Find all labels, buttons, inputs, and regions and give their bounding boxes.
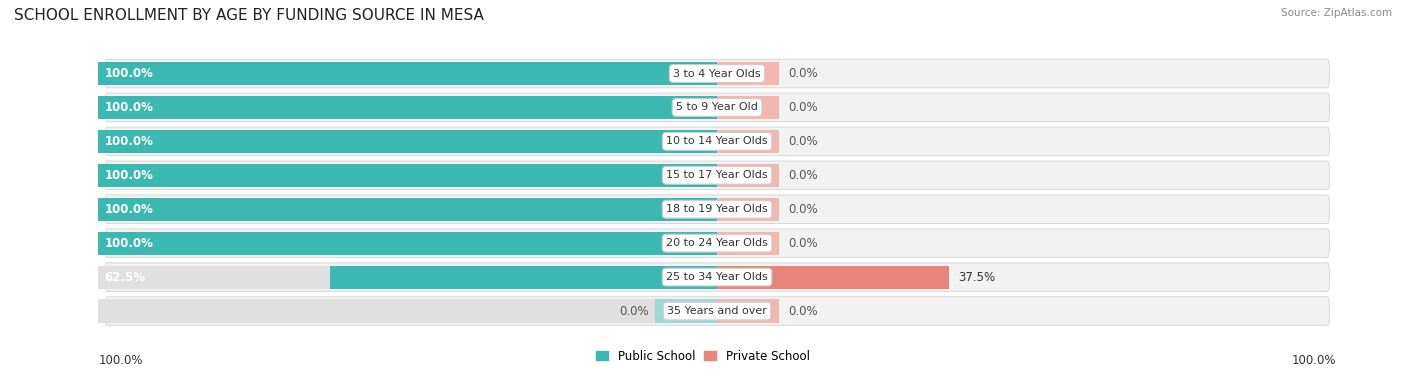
Text: 100.0%: 100.0% <box>104 135 153 148</box>
Bar <box>655 299 717 323</box>
Bar <box>717 198 779 221</box>
FancyBboxPatch shape <box>104 229 1330 257</box>
Bar <box>717 231 779 255</box>
Text: 100.0%: 100.0% <box>98 354 143 367</box>
Bar <box>98 299 717 323</box>
Text: 100.0%: 100.0% <box>104 237 153 250</box>
Text: 100.0%: 100.0% <box>104 203 153 216</box>
FancyBboxPatch shape <box>104 59 1330 88</box>
Text: 0.0%: 0.0% <box>789 203 818 216</box>
FancyBboxPatch shape <box>104 263 1330 291</box>
Text: 100.0%: 100.0% <box>104 169 153 182</box>
Bar <box>717 198 779 221</box>
Text: 20 to 24 Year Olds: 20 to 24 Year Olds <box>666 238 768 248</box>
Bar <box>717 96 779 119</box>
Bar <box>98 231 717 255</box>
Text: 5 to 9 Year Old: 5 to 9 Year Old <box>676 103 758 112</box>
Text: 0.0%: 0.0% <box>789 135 818 148</box>
FancyBboxPatch shape <box>104 161 1330 190</box>
Bar <box>98 164 717 187</box>
Bar <box>98 62 717 85</box>
Bar <box>330 265 717 289</box>
FancyBboxPatch shape <box>104 297 1330 325</box>
Bar <box>98 130 717 153</box>
Bar <box>717 130 779 153</box>
Text: 100.0%: 100.0% <box>104 67 153 80</box>
Bar <box>717 299 779 323</box>
Bar <box>717 265 779 289</box>
Text: 15 to 17 Year Olds: 15 to 17 Year Olds <box>666 170 768 180</box>
Text: 100.0%: 100.0% <box>1291 354 1336 367</box>
Bar <box>717 62 779 85</box>
Text: 25 to 34 Year Olds: 25 to 34 Year Olds <box>666 272 768 282</box>
Bar <box>98 130 717 153</box>
Text: Source: ZipAtlas.com: Source: ZipAtlas.com <box>1281 8 1392 18</box>
Text: 0.0%: 0.0% <box>789 169 818 182</box>
Text: 0.0%: 0.0% <box>789 305 818 317</box>
Bar <box>98 265 717 289</box>
Bar <box>717 231 779 255</box>
Text: 0.0%: 0.0% <box>789 101 818 114</box>
Text: 10 to 14 Year Olds: 10 to 14 Year Olds <box>666 136 768 146</box>
Bar <box>98 96 717 119</box>
FancyBboxPatch shape <box>104 127 1330 156</box>
FancyBboxPatch shape <box>104 195 1330 224</box>
Bar <box>717 299 779 323</box>
Text: 3 to 4 Year Olds: 3 to 4 Year Olds <box>673 69 761 78</box>
Bar <box>98 198 717 221</box>
Bar <box>98 198 717 221</box>
Bar <box>98 231 717 255</box>
Bar <box>98 62 717 85</box>
Text: 0.0%: 0.0% <box>789 67 818 80</box>
Text: 100.0%: 100.0% <box>104 101 153 114</box>
Bar <box>717 96 779 119</box>
Bar <box>717 62 779 85</box>
Text: 0.0%: 0.0% <box>620 305 650 317</box>
Text: 18 to 19 Year Olds: 18 to 19 Year Olds <box>666 204 768 214</box>
Text: SCHOOL ENROLLMENT BY AGE BY FUNDING SOURCE IN MESA: SCHOOL ENROLLMENT BY AGE BY FUNDING SOUR… <box>14 8 484 23</box>
Bar <box>98 96 717 119</box>
Bar <box>98 164 717 187</box>
Bar <box>717 130 779 153</box>
Text: 35 Years and over: 35 Years and over <box>666 306 768 316</box>
Text: 37.5%: 37.5% <box>959 271 995 284</box>
Legend: Public School, Private School: Public School, Private School <box>592 345 814 367</box>
FancyBboxPatch shape <box>104 93 1330 122</box>
Bar <box>717 265 949 289</box>
Text: 62.5%: 62.5% <box>104 271 146 284</box>
Bar <box>717 164 779 187</box>
Bar <box>717 164 779 187</box>
Text: 0.0%: 0.0% <box>789 237 818 250</box>
